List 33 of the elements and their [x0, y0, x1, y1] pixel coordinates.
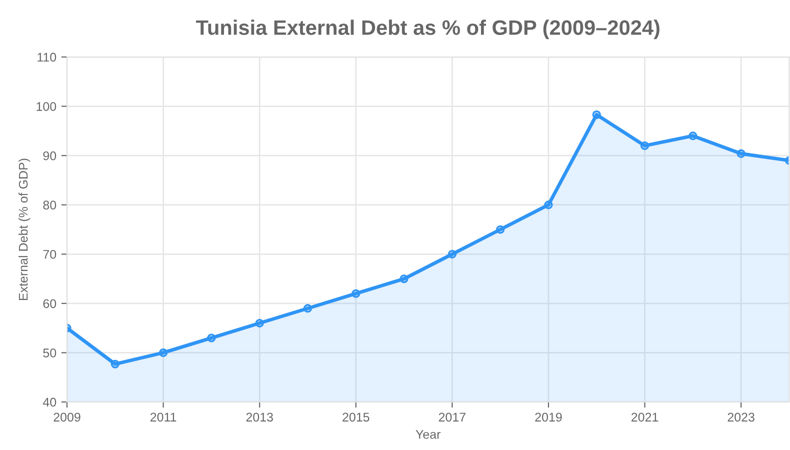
- y-tick-label: 60: [43, 299, 56, 308]
- x-tick-label: 2015: [342, 412, 370, 422]
- point: [496, 225, 505, 234]
- point: [736, 149, 746, 158]
- y-tick-label: 110: [38, 52, 56, 62]
- point: [448, 250, 456, 258]
- y-tick-label: 90: [43, 151, 56, 160]
- point: [255, 318, 264, 328]
- x-axis-title: Year: [416, 430, 441, 439]
- point: [352, 289, 360, 298]
- y-tick-label: 100: [36, 102, 56, 111]
- point: [640, 141, 650, 150]
- y-tick-label: 40: [42, 398, 56, 407]
- x-tick-label: 2009: [54, 412, 80, 422]
- x-tick-label: 2013: [246, 412, 273, 422]
- x-tick-label: 2023: [728, 412, 754, 422]
- x-tick-label: 2011: [150, 412, 176, 422]
- point: [207, 334, 216, 342]
- point: [400, 274, 408, 284]
- x-tick-label: 2017: [438, 412, 466, 422]
- y-tick-label: 80: [43, 200, 56, 210]
- point: [688, 132, 698, 140]
- point: [592, 110, 601, 119]
- y-tick-label: 70: [43, 250, 56, 259]
- x-tick-label: 2021: [631, 412, 658, 422]
- point: [544, 200, 553, 210]
- x-tick-label: 2019: [535, 412, 562, 422]
- y-tick-label: 50: [43, 348, 56, 358]
- point: [158, 348, 168, 358]
- point: [303, 304, 312, 313]
- chart-title: Tunisia External Debt as % of GDP (2009–2024): [196, 20, 660, 40]
- y-axis-title: External Debt (% of GDP): [18, 158, 30, 300]
- point: [110, 360, 120, 368]
